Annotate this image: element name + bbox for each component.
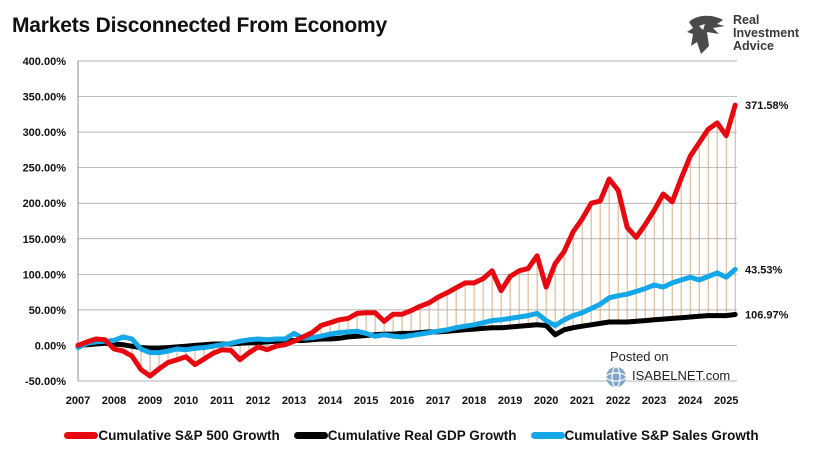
globe-icon: [605, 366, 627, 388]
isabelnet-text: ISABELNET.com: [632, 368, 731, 383]
y-axis: -50.00% 0.00% 50.00% 100.00% 150.00% 200.00% 2…: [23, 56, 67, 388]
x-tick-label: 2022: [606, 395, 630, 407]
x-tick-label: 2013: [282, 395, 306, 407]
x-tick-label: 2016: [390, 395, 414, 407]
y-tick-label: 0.00%: [35, 340, 66, 352]
end-labels: 371.58% 106.97% 43.53%: [745, 100, 789, 321]
end-label-0: 371.58%: [745, 100, 789, 112]
brand-line-1: Real: [733, 13, 760, 27]
y-tick-label: 150.00%: [23, 234, 67, 246]
legend-item-sales: Cumulative S&P Sales Growth: [530, 427, 759, 443]
x-tick-label: 2012: [246, 395, 270, 407]
x-tick-label: 2021: [570, 395, 594, 407]
x-tick-label: 2015: [354, 395, 378, 407]
x-tick-label: 2018: [462, 395, 486, 407]
series-line-0: [75, 102, 738, 379]
y-tick-label: -50.00%: [25, 376, 66, 388]
x-tick-label: 2010: [174, 395, 198, 407]
brand-line-2: Investment: [733, 26, 799, 40]
eagle-icon: [687, 15, 725, 55]
x-tick-label: 2009: [138, 395, 162, 407]
legend-label-gdp: Cumulative Real GDP Growth: [327, 427, 517, 443]
legend-swatch-sales: [530, 431, 565, 439]
legend: Cumulative S&P 500 Growth Cumulative Rea…: [0, 424, 823, 446]
brand-name: Real Investment Advice: [733, 14, 799, 53]
brand-logo: Real Investment Advice: [683, 12, 813, 56]
y-tick-label: 300.00%: [23, 127, 67, 139]
y-tick-label: 400.00%: [23, 56, 67, 68]
series-lines: [75, 102, 738, 379]
x-tick-label: 2007: [66, 395, 90, 407]
isabelnet-watermark: ISABELNET.com: [604, 365, 744, 389]
end-label-2: 43.53%: [745, 264, 783, 276]
end-label-1: 106.97%: [745, 309, 789, 321]
chart-title: Markets Disconnected From Economy: [12, 14, 387, 37]
y-tick-label: 250.00%: [23, 163, 67, 175]
y-tick-label: 350.00%: [23, 92, 67, 104]
y-tick-label: 50.00%: [29, 305, 67, 317]
legend-swatch-gdp: [293, 431, 328, 439]
y-tick-label: 100.00%: [23, 269, 67, 281]
legend-label-sales: Cumulative S&P Sales Growth: [564, 427, 759, 443]
x-tick-label: 2014: [318, 395, 343, 407]
legend-swatch-sp500: [64, 431, 99, 439]
y-tick-label: 200.00%: [23, 198, 67, 210]
x-axis: 2007 2008 2009 2010 2011 2012 2013 2014 2015 2016…: [66, 395, 739, 407]
x-tick-label: 2008: [102, 395, 126, 407]
posted-on-label: Posted on: [610, 349, 669, 364]
legend-label-sp500: Cumulative S&P 500 Growth: [98, 427, 280, 443]
series-line-1: [75, 312, 738, 351]
x-tick-label: 2023: [642, 395, 666, 407]
legend-item-sp500: Cumulative S&P 500 Growth: [64, 427, 280, 443]
brand-line-3: Advice: [733, 39, 774, 53]
series-line-2: [75, 266, 738, 356]
x-tick-label: 2020: [534, 395, 558, 407]
legend-item-gdp: Cumulative Real GDP Growth: [293, 427, 517, 443]
x-tick-label: 2017: [426, 395, 450, 407]
x-tick-label: 2025: [714, 395, 738, 407]
x-tick-label: 2019: [498, 395, 522, 407]
x-tick-label: 2024: [678, 395, 703, 407]
x-tick-label: 2011: [210, 395, 234, 407]
